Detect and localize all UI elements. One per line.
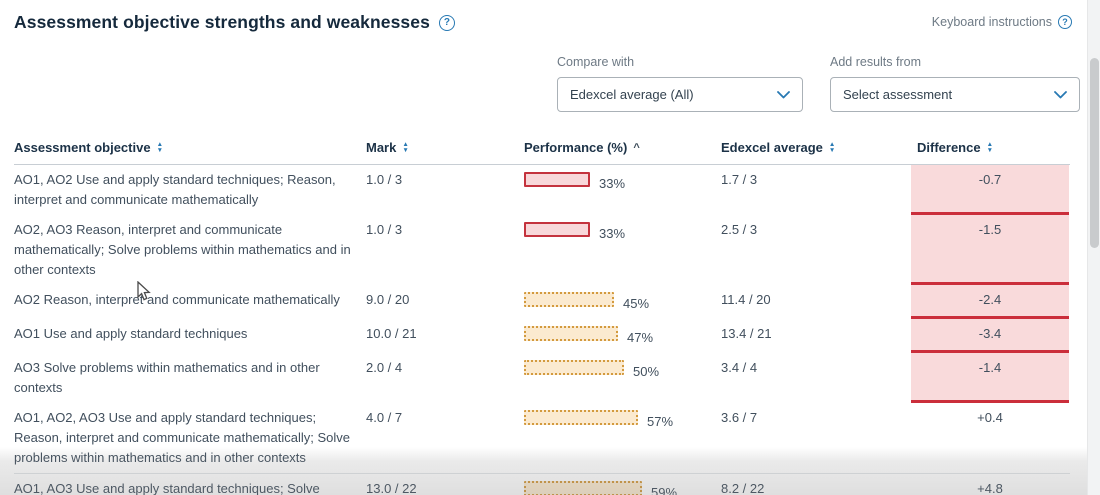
vertical-scrollbar[interactable] xyxy=(1087,0,1100,495)
keyboard-help-icon: ? xyxy=(1058,15,1072,29)
table-row: AO2 Reason, interpret and communicate ma… xyxy=(14,285,1070,319)
compare-with-label: Compare with xyxy=(557,55,635,69)
table-row: AO1, AO2 Use and apply standard techniqu… xyxy=(14,165,1070,215)
performance-cell: 50% xyxy=(524,353,721,403)
performance-cell: 59% xyxy=(524,474,721,495)
keyboard-instructions-link[interactable]: Keyboard instructions ? xyxy=(932,15,1072,29)
performance-cell: 33% xyxy=(524,215,721,285)
table-body: AO1, AO2 Use and apply standard techniqu… xyxy=(14,165,1070,495)
table-row: AO2, AO3 Reason, interpret and communica… xyxy=(14,215,1070,285)
table-row: AO3 Solve problems within mathematics an… xyxy=(14,353,1070,403)
edexcel-average-cell: 3.6 / 7 xyxy=(721,410,758,425)
difference-cell: -1.5 xyxy=(911,215,1069,285)
performance-percent-label: 45% xyxy=(623,296,650,311)
keyboard-instructions-label: Keyboard instructions xyxy=(931,15,1052,29)
table-row: AO1, AO2, AO3 Use and apply standard tec… xyxy=(14,403,1070,473)
edexcel-average-cell: 1.7 / 3 xyxy=(721,172,758,187)
mark-cell: 1.0 / 3 xyxy=(366,172,403,187)
page-header: Assessment objective strengths and weakn… xyxy=(14,12,1072,33)
col-header-label: Edexcel average xyxy=(721,140,823,155)
performance-cell: 45% xyxy=(524,285,721,319)
difference-cell: +0.4 xyxy=(977,410,1003,425)
col-header-label: Performance (%) xyxy=(524,140,628,155)
mark-cell: 9.0 / 20 xyxy=(366,292,410,307)
scrollbar-thumb[interactable] xyxy=(1090,58,1099,248)
table-header-row: Assessment objective ▲ ▼ Mark ▲ ▼ Performance … xyxy=(14,140,1070,165)
add-results-label: Add results from xyxy=(830,55,922,69)
col-header-label: Difference xyxy=(917,140,981,155)
compare-with-control: Compare with Edexcel average (All) xyxy=(557,55,803,112)
chevron-down-icon xyxy=(777,90,790,98)
performance-cell: 57% xyxy=(524,403,721,473)
sort-both-icon: ▲ ▼ xyxy=(828,141,836,154)
results-table: Assessment objective ▲ ▼ Mark ▲ ▼ Performance … xyxy=(14,140,1070,495)
performance-percent-label: 59% xyxy=(651,485,678,495)
performance-percent-label: 33% xyxy=(599,176,626,191)
edexcel-average-cell: 3.4 / 4 xyxy=(721,360,758,375)
difference-cell: -3.4 xyxy=(911,319,1069,353)
objective-cell: AO3 Solve problems within mathematics an… xyxy=(14,360,320,395)
objective-cell: AO1 Use and apply standard techniques xyxy=(14,326,248,341)
objective-cell: AO1, AO3 Use and apply standard techniqu… xyxy=(14,481,320,495)
col-header-difference[interactable]: Difference ▲ ▼ xyxy=(911,140,1069,155)
mark-cell: 1.0 / 3 xyxy=(366,222,403,237)
add-results-control: Add results from Select assessment xyxy=(830,55,1080,112)
col-header-mark[interactable]: Mark ▲ ▼ xyxy=(366,140,524,155)
objective-cell: AO1, AO2 Use and apply standard techniqu… xyxy=(14,172,336,207)
performance-percent-label: 47% xyxy=(627,330,654,345)
col-header-label: Assessment objective xyxy=(14,140,151,155)
sort-both-icon: ▲ ▼ xyxy=(986,141,994,154)
performance-cell: 47% xyxy=(524,319,721,353)
performance-bar xyxy=(524,410,638,425)
performance-percent-label: 50% xyxy=(633,364,660,379)
performance-bar xyxy=(524,172,590,187)
edexcel-average-cell: 8.2 / 22 xyxy=(721,481,765,495)
difference-cell: -2.4 xyxy=(911,285,1069,319)
compare-with-value: Edexcel average (All) xyxy=(570,87,694,102)
performance-bar xyxy=(524,222,590,237)
sort-ascending-icon: ^ xyxy=(633,141,640,154)
add-results-select[interactable]: Select assessment xyxy=(830,77,1080,112)
difference-cell: -1.4 xyxy=(911,353,1069,403)
performance-bar xyxy=(524,326,618,341)
objective-cell: AO1, AO2, AO3 Use and apply standard tec… xyxy=(14,410,350,465)
edexcel-average-cell: 11.4 / 20 xyxy=(721,292,771,307)
performance-percent-label: 57% xyxy=(647,414,674,429)
table-row: AO1, AO3 Use and apply standard techniqu… xyxy=(14,473,1070,495)
table-row: AO1 Use and apply standard techniques 10.… xyxy=(14,319,1070,353)
title-wrap: Assessment objective strengths and weakn… xyxy=(14,12,455,33)
edexcel-average-cell: 2.5 / 3 xyxy=(721,222,758,237)
col-header-edexcel-average[interactable]: Edexcel average ▲ ▼ xyxy=(721,140,911,155)
page-title: Assessment objective strengths and weakn… xyxy=(14,12,430,32)
mark-cell: 2.0 / 4 xyxy=(366,360,403,375)
add-results-value: Select assessment xyxy=(843,87,953,102)
col-header-performance[interactable]: Performance (%) ^ xyxy=(524,140,721,155)
edexcel-average-cell: 13.4 / 21 xyxy=(721,326,772,341)
sort-both-icon: ▲ ▼ xyxy=(402,141,409,154)
mark-cell: 13.0 / 22 xyxy=(366,481,417,495)
performance-cell: 33% xyxy=(524,165,721,215)
difference-cell: +4.8 xyxy=(977,481,1003,495)
performance-percent-label: 33% xyxy=(599,226,626,241)
mark-cell: 10.0 / 21 xyxy=(366,326,417,341)
objective-cell: AO2, AO3 Reason, interpret and communica… xyxy=(14,222,351,277)
performance-bar xyxy=(524,292,614,307)
chevron-down-icon xyxy=(1054,90,1067,98)
sort-both-icon: ▲ ▼ xyxy=(156,141,164,154)
col-header-assessment-objective[interactable]: Assessment objective ▲ ▼ xyxy=(14,140,366,155)
compare-with-select[interactable]: Edexcel average (All) xyxy=(557,77,803,112)
mark-cell: 4.0 / 7 xyxy=(366,410,403,425)
performance-bar xyxy=(524,360,624,375)
difference-cell: -0.7 xyxy=(911,165,1069,215)
col-header-label: Mark xyxy=(366,140,397,155)
objective-cell: AO2 Reason, interpret and communicate ma… xyxy=(14,292,340,307)
performance-bar xyxy=(524,481,642,495)
title-help-icon[interactable]: ? xyxy=(438,14,455,31)
